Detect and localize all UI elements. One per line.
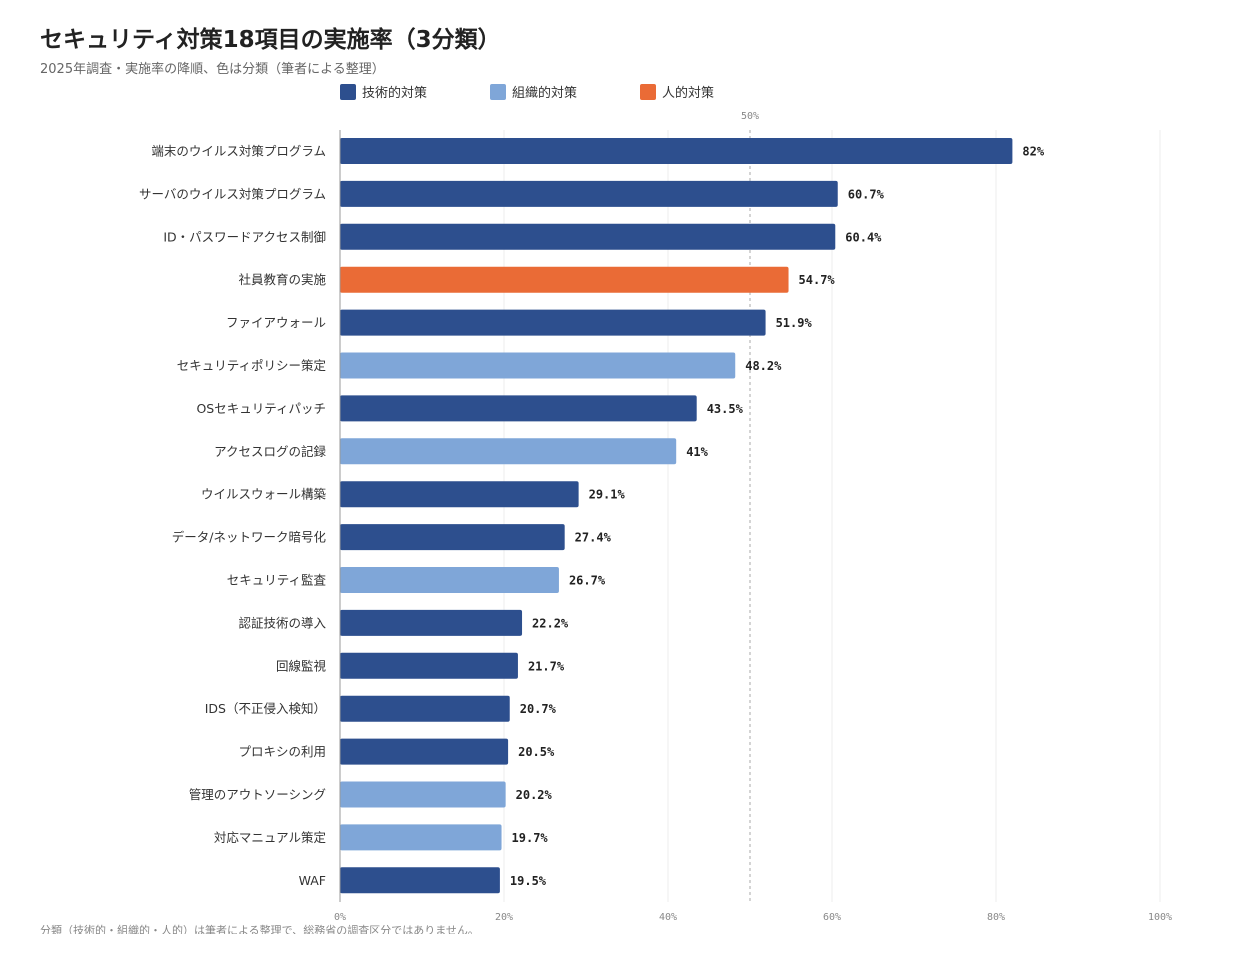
bar	[340, 695, 510, 722]
category-label: 対応マニュアル策定	[214, 830, 326, 845]
x-tick-label: 60%	[823, 912, 841, 923]
category-label: サーバのウイルス対策プログラム	[139, 186, 326, 201]
bar	[340, 609, 523, 636]
bar	[340, 824, 502, 851]
category-label: 認証技術の導入	[238, 615, 326, 630]
category-label: IDS（不正侵入検知）	[205, 701, 326, 716]
data-label: 60.4%	[845, 230, 882, 244]
chart-subtitle: 2025年調査・実施率の降順、色は分類（筆者による整理）	[40, 62, 385, 77]
reference-line-label: 50%	[741, 111, 759, 122]
category-label: 端末のウイルス対策プログラム	[151, 144, 326, 159]
data-label: 22.2%	[532, 616, 569, 630]
legend-item-tech: 技術的対策	[340, 82, 490, 101]
bar	[340, 481, 579, 508]
category-label: ファイアウォール	[226, 315, 326, 330]
x-tick-label: 0%	[334, 912, 346, 923]
x-tick-label: 100%	[1148, 912, 1172, 923]
legend-swatch-tech	[340, 83, 356, 100]
legend-label-tech: 技術的対策	[362, 86, 428, 101]
legend-item-org: 組織的対策	[490, 82, 640, 101]
legend-item-human: 人的対策	[640, 82, 790, 101]
category-label: 回線監視	[276, 658, 327, 673]
bar	[340, 781, 506, 808]
category-label: 管理のアウトソーシング	[189, 787, 326, 802]
data-label: 29.1%	[589, 488, 626, 502]
x-tick-label: 20%	[495, 912, 513, 923]
bar	[340, 352, 736, 379]
data-label: 60.7%	[848, 187, 885, 201]
data-label: 41%	[686, 445, 708, 459]
category-label: ID・パスワードアクセス制御	[163, 229, 326, 244]
bar	[340, 138, 1013, 164]
data-label: 51.9%	[776, 316, 813, 330]
legend-label-human: 人的対策	[662, 86, 715, 101]
category-label: WAF	[299, 873, 326, 888]
data-label: 43.5%	[707, 402, 744, 416]
bar	[340, 309, 766, 336]
chart-footnote: 分類（技術的・組織的・人的）は筆者による整理で、総務省の調査区分ではありません。	[40, 924, 479, 934]
data-label: 19.7%	[512, 831, 549, 845]
bar	[340, 266, 789, 293]
bar	[340, 180, 838, 207]
data-label: 26.7%	[569, 574, 606, 588]
data-label: 82%	[1022, 145, 1044, 159]
chart-title: セキュリティ対策18項目の実施率（3分類）	[40, 27, 501, 53]
bar	[340, 652, 518, 679]
data-label: 20.2%	[516, 788, 553, 802]
bar	[340, 395, 697, 422]
category-label: プロキシの利用	[238, 744, 326, 759]
data-label: 48.2%	[745, 359, 782, 373]
data-label: 21.7%	[528, 659, 565, 673]
bar	[340, 567, 559, 593]
category-label: セキュリティ監査	[227, 573, 327, 588]
bar	[340, 867, 500, 894]
category-label: データ/ネットワーク暗号化	[172, 530, 327, 545]
category-label: 社員教育の実施	[238, 272, 326, 287]
legend-swatch-org	[490, 83, 506, 100]
data-label: 27.4%	[575, 531, 612, 545]
x-tick-label: 80%	[987, 912, 1005, 923]
bar	[340, 223, 836, 250]
chart-legend: 技術的対策 組織的対策 人的対策	[340, 82, 790, 101]
category-label: アクセスログの記録	[214, 444, 326, 459]
data-label: 54.7%	[799, 273, 836, 287]
legend-swatch-human	[640, 83, 656, 100]
data-label: 20.5%	[518, 745, 555, 759]
category-label: セキュリティポリシー策定	[177, 358, 326, 373]
x-tick-label: 40%	[659, 912, 677, 923]
category-label: ウイルスウォール構築	[201, 487, 327, 502]
bar	[340, 524, 565, 551]
data-label: 20.7%	[520, 702, 557, 716]
category-label: OSセキュリティパッチ	[196, 401, 326, 416]
legend-label-org: 組織的対策	[512, 86, 578, 101]
bar	[340, 738, 509, 765]
bar	[340, 438, 677, 465]
data-label: 19.5%	[510, 874, 547, 888]
